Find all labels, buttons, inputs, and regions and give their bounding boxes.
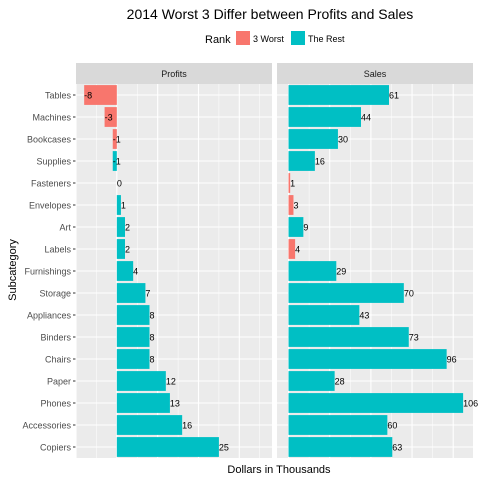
value-label-profits: 7: [145, 289, 150, 299]
category-label: Accessories: [22, 421, 71, 431]
value-label-profits: 13: [170, 399, 180, 409]
bar-sales: [289, 393, 464, 413]
bar-profits: [117, 217, 125, 237]
value-label-profits: 8: [150, 333, 155, 343]
category-label: Storage: [39, 289, 71, 299]
value-label-profits: 0: [117, 179, 122, 189]
bar-profits: [117, 371, 166, 391]
legend-label-the-rest: The Rest: [308, 34, 345, 44]
value-label-sales: 61: [389, 91, 399, 101]
value-label-profits: 4: [133, 267, 138, 277]
category-label: Bookcases: [27, 135, 72, 145]
value-label-sales: 44: [361, 113, 371, 123]
legend-title: Rank: [205, 34, 231, 46]
bar-profits: [117, 393, 170, 413]
value-label-sales: 43: [359, 311, 369, 321]
category-label: Fasteners: [31, 179, 72, 189]
value-label-profits: 2: [125, 223, 130, 233]
legend: Rank 3 Worst The Rest: [205, 31, 345, 46]
category-label: Chairs: [45, 355, 72, 365]
value-label-sales: 1: [290, 179, 295, 189]
value-label-sales: 73: [409, 333, 419, 343]
value-label-profits: -8: [84, 91, 92, 101]
category-label: Furnishings: [24, 267, 71, 277]
value-label-profits: 12: [166, 377, 176, 387]
bar-sales: [289, 327, 409, 347]
value-label-profits: 8: [150, 311, 155, 321]
category-label: Envelopes: [29, 201, 72, 211]
bar-profits: [117, 239, 125, 259]
bar-profits: [117, 305, 150, 325]
bar-profits: [117, 283, 146, 303]
category-label: Art: [59, 223, 71, 233]
legend-label-3-worst: 3 Worst: [253, 34, 284, 44]
value-label-profits: 16: [182, 421, 192, 431]
category-label: Paper: [47, 377, 71, 387]
value-label-profits: 1: [121, 201, 126, 211]
value-label-sales: 70: [404, 289, 414, 299]
panels: Tables Machines Bookcases Supplies Fasteners…: [22, 63, 478, 458]
bar-sales: [289, 261, 337, 281]
bar-profits: [117, 437, 219, 457]
category-label: Machines: [32, 113, 71, 123]
category-label: Appliances: [27, 311, 72, 321]
value-label-sales: 106: [463, 399, 478, 409]
y-axis-label: Subcategory: [7, 239, 19, 301]
legend-swatch-3-worst: [236, 31, 250, 45]
bar-sales: [289, 371, 335, 391]
value-label-profits: -1: [113, 157, 121, 167]
category-label: Tables: [45, 91, 72, 101]
bar-sales: [289, 85, 389, 105]
category-label: Binders: [40, 333, 71, 343]
value-label-profits: 8: [150, 355, 155, 365]
value-label-profits: 25: [219, 443, 229, 453]
bar-sales: [289, 305, 360, 325]
bar-sales: [289, 151, 315, 171]
value-label-sales: 60: [387, 421, 397, 431]
category-label: Supplies: [36, 157, 71, 167]
value-label-sales: 29: [336, 267, 346, 277]
bar-profits: [117, 349, 150, 369]
bar-profits: [117, 327, 150, 347]
value-label-sales: 4: [295, 245, 300, 255]
value-label-sales: 16: [315, 157, 325, 167]
bar-sales: [289, 415, 388, 435]
value-label-profits: 2: [125, 245, 130, 255]
value-label-sales: 96: [447, 355, 457, 365]
legend-swatch-the-rest: [291, 31, 305, 45]
chart-title: 2014 Worst 3 Differ between Profits and …: [127, 6, 414, 22]
bar-profits: [117, 261, 133, 281]
bar-sales: [289, 107, 361, 127]
bar-profits: [117, 415, 182, 435]
category-label: Labels: [44, 245, 71, 255]
value-label-profits: -3: [105, 113, 113, 123]
bar-sales: [289, 217, 304, 237]
value-label-sales: 9: [303, 223, 308, 233]
strip-label-profits: Profits: [161, 69, 187, 79]
value-label-sales: 3: [293, 201, 298, 211]
x-axis-label: Dollars in Thousands: [227, 464, 331, 476]
value-label-profits: -1: [113, 135, 121, 145]
value-label-sales: 30: [338, 135, 348, 145]
bar-sales: [289, 129, 338, 149]
category-label: Phones: [40, 399, 71, 409]
value-label-sales: 63: [392, 443, 402, 453]
bar-sales: [289, 349, 447, 369]
bar-sales: [289, 283, 404, 303]
strip-label-sales: Sales: [364, 69, 387, 79]
category-label: Copiers: [40, 443, 72, 453]
bar-sales: [289, 437, 393, 457]
value-label-sales: 28: [335, 377, 345, 387]
